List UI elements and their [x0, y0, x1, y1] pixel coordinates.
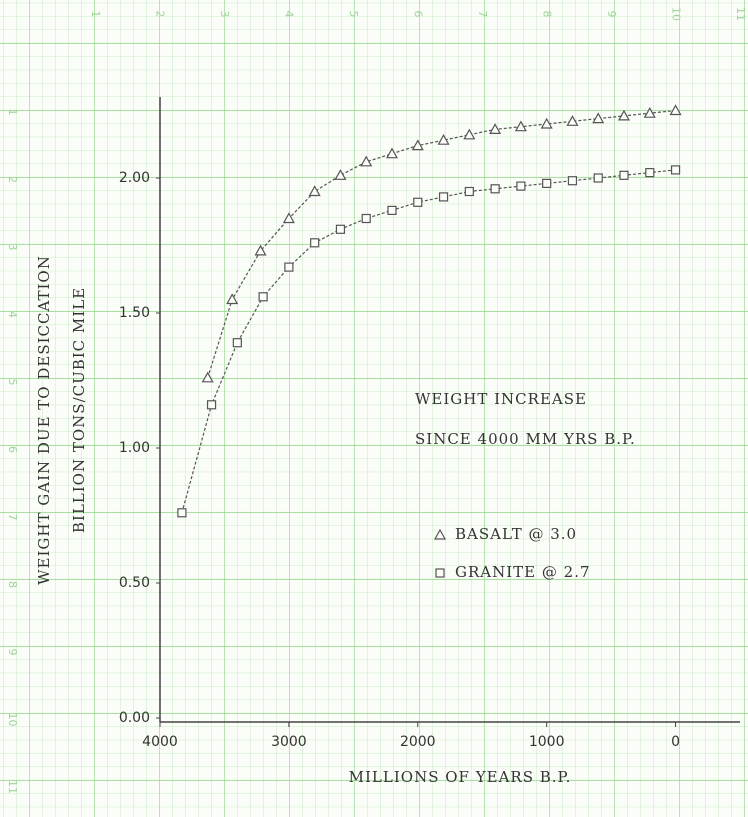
paper-side-number: 10: [6, 713, 19, 727]
y-tick-label: 1.50: [119, 305, 150, 321]
legend-marker: [435, 568, 445, 578]
paper-top-number: 11: [734, 7, 747, 21]
marker: [201, 371, 214, 383]
marker: [592, 112, 605, 124]
marker: [540, 117, 553, 129]
paper-side-number: 2: [6, 176, 19, 183]
marker: [334, 169, 347, 180]
y-tick-label: 0.00: [119, 710, 150, 726]
paper-top-number: 2: [154, 11, 167, 18]
marker: [411, 139, 424, 151]
marker: [308, 185, 321, 197]
marker: [566, 115, 579, 126]
marker: [645, 168, 655, 178]
legend-label: GRANITE @ 2.7: [455, 563, 591, 581]
y-axis-label: BILLION TONS/CUBIC MILE: [70, 287, 88, 533]
paper-side-number: 11: [6, 780, 19, 794]
legend-marker: [433, 528, 447, 540]
y-tick-label: 0.50: [119, 575, 150, 591]
marker: [282, 212, 295, 224]
marker: [463, 128, 476, 140]
x-tick-label: 0: [671, 734, 680, 750]
marker: [258, 292, 268, 302]
paper-top-number: 1: [89, 11, 102, 18]
paper-top-number: 7: [476, 11, 489, 18]
paper-top-number: 5: [347, 11, 360, 18]
marker: [643, 106, 656, 118]
marker: [438, 192, 449, 202]
paper-top-number: 9: [605, 11, 618, 18]
marker: [567, 176, 578, 186]
paper-side-number: 8: [6, 581, 19, 588]
plot: 0.00 0.50 1.00 1.50 2.00 4000 3000 2000 1000 0 MIL…: [35, 97, 740, 786]
marker: [437, 133, 450, 145]
marker: [177, 508, 187, 518]
y-tick-label: 2.00: [119, 170, 150, 186]
x-tick-label: 1000: [529, 734, 565, 750]
marker: [310, 238, 320, 248]
paper-side-number: 3: [6, 244, 19, 251]
paper-top-number: 8: [541, 11, 554, 18]
x-tick-label: 2000: [400, 734, 436, 750]
x-axis-label: MILLIONS OF YEARS B.P.: [349, 768, 572, 786]
marker: [489, 123, 502, 134]
paper-side-number: 9: [6, 649, 19, 656]
marker: [226, 293, 239, 305]
paper-side-number: 6: [6, 446, 19, 453]
legend-label: BASALT @ 3.0: [455, 525, 577, 543]
marker: [361, 213, 371, 224]
paper-top-number: 6: [412, 11, 425, 18]
marker: [619, 170, 629, 180]
paper-side-number: 7: [6, 514, 19, 521]
marker: [617, 109, 631, 121]
marker: [232, 338, 242, 348]
paper-side-number: 1: [6, 109, 19, 116]
paper-side-number: 4: [6, 311, 19, 318]
marker: [413, 197, 423, 207]
paper-top-number: 10: [670, 7, 683, 21]
marker: [670, 165, 681, 175]
marker: [542, 178, 552, 188]
marker: [464, 186, 474, 197]
y-tick-label: 1.00: [119, 440, 150, 456]
annotation: SINCE 4000 MM YRS B.P.: [415, 430, 636, 448]
marker: [385, 147, 399, 159]
x-tick-label: 3000: [271, 734, 307, 750]
marker: [669, 104, 682, 116]
annotation: WEIGHT INCREASE: [415, 390, 587, 408]
marker: [387, 205, 397, 215]
marker: [490, 184, 500, 194]
marker: [335, 224, 346, 234]
marker: [284, 262, 294, 272]
paper-top-number: 4: [283, 11, 296, 18]
paper-side-number: 5: [6, 379, 19, 386]
marker: [593, 173, 603, 183]
marker: [514, 120, 527, 132]
marker: [360, 155, 373, 167]
marker: [254, 244, 267, 256]
y-axis-label: WEIGHT GAIN DUE TO DESICCATION: [35, 255, 53, 585]
marker: [206, 400, 217, 410]
paper-top-number: 3: [218, 11, 231, 18]
x-tick-label: 4000: [142, 734, 178, 750]
marker: [516, 181, 526, 191]
